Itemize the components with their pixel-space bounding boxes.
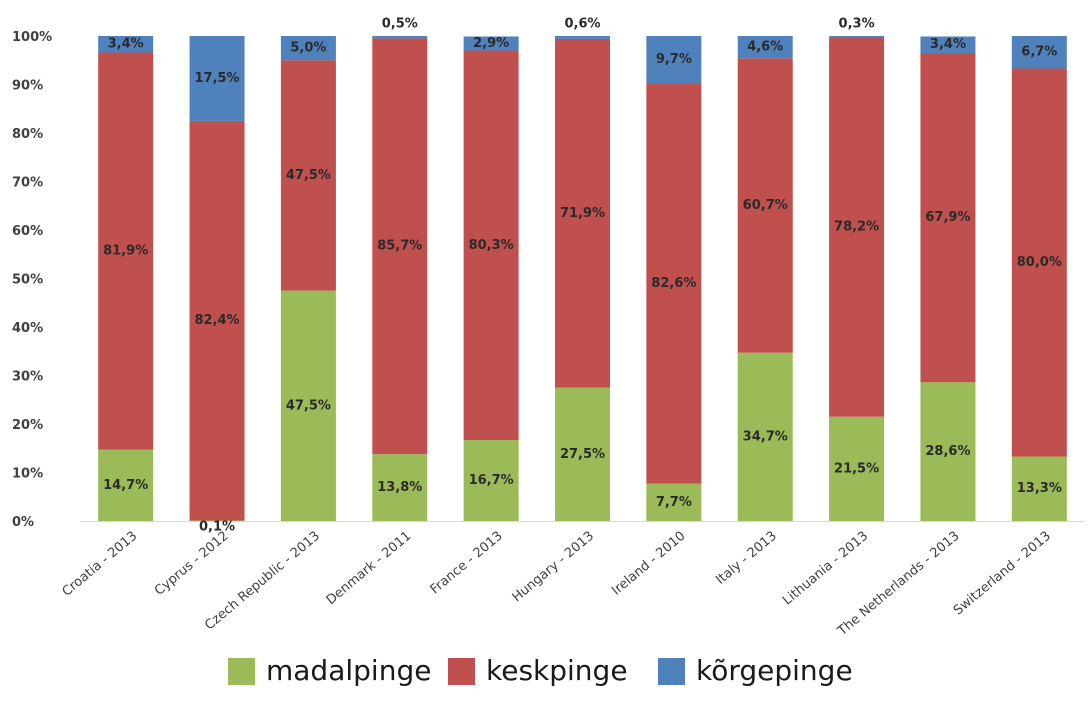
data-label-keskpinge-3: 47,5% (286, 168, 331, 183)
data-label-kõrgepinge-5: 2,9% (473, 36, 509, 51)
data-label-kõrgepinge-10: 3,4% (930, 37, 966, 52)
bar-kõrgepinge-5 (463, 36, 519, 51)
data-label-madalpinge-11: 13,3% (1017, 481, 1062, 496)
data-label-madalpinge-6: 27,5% (560, 447, 605, 462)
data-label-keskpinge-2: 82,4% (194, 313, 239, 328)
y-axis: 0% 10% 20% 30% 40% 50% 60% 70% 80% 90% 100% (12, 30, 1085, 530)
legend-label-madalpinge: madalpinge (266, 654, 431, 687)
x-tick-label: Switzerland - 2013 (951, 529, 1054, 619)
bar-madalpinge-3 (280, 290, 336, 521)
bar-kõrgepinge-4 (372, 36, 428, 39)
x-tick-label: Hungary - 2013 (510, 529, 597, 606)
bar-madalpinge-7 (646, 483, 702, 521)
bar-madalpinge-5 (463, 440, 519, 521)
x-tick-label: France - 2013 (428, 529, 506, 598)
legend-swatch-keskpinge (448, 658, 475, 685)
bar-keskpinge-8 (737, 58, 793, 353)
bar-madalpinge-1 (98, 449, 154, 521)
data-label-madalpinge-5: 16,7% (469, 473, 514, 488)
data-label-keskpinge-11: 80,0% (1017, 255, 1062, 270)
data-label-kõrgepinge-8: 4,6% (747, 40, 783, 55)
y-tick-label: 40% (12, 321, 43, 336)
bar-kõrgepinge-2 (189, 36, 245, 121)
data-label-madalpinge-3: 47,5% (286, 398, 331, 413)
y-tick-label: 100% (12, 30, 52, 45)
data-label-madalpinge-2: 0,1% (199, 520, 235, 535)
x-tick-label: Italy - 2013 (713, 529, 780, 588)
data-label-keskpinge-7: 82,6% (651, 276, 696, 291)
data-label-madalpinge-9: 21,5% (834, 461, 879, 476)
bar-keskpinge-1 (98, 52, 154, 450)
data-label-keskpinge-4: 85,7% (377, 239, 422, 254)
bar-madalpinge-4 (372, 454, 428, 521)
bar-keskpinge-3 (280, 60, 336, 291)
y-tick-label: 20% (12, 418, 43, 433)
y-tick-label: 90% (12, 79, 43, 94)
y-tick-label: 80% (12, 127, 43, 142)
data-label-keskpinge-9: 78,2% (834, 220, 879, 235)
data-label-keskpinge-5: 80,3% (469, 238, 514, 253)
data-label-kõrgepinge-6: 0,6% (564, 17, 600, 32)
bar-madalpinge-11 (1011, 456, 1067, 521)
bar-kõrgepinge-6 (555, 36, 610, 39)
data-label-kõrgepinge-4: 0,5% (382, 17, 418, 32)
legend-label-kõrgepinge: kõrgepinge (696, 654, 853, 687)
bar-kõrgepinge-1 (98, 36, 154, 53)
bar-kõrgepinge-11 (1011, 36, 1067, 69)
data-label-madalpinge-10: 28,6% (925, 444, 970, 459)
data-label-keskpinge-8: 60,7% (743, 198, 788, 213)
x-tick-label: Croatia - 2013 (60, 529, 141, 600)
bar-kõrgepinge-9 (829, 36, 885, 38)
bar-madalpinge-10 (920, 382, 976, 521)
legend-swatch-kõrgepinge (658, 658, 685, 685)
data-label-madalpinge-4: 13,8% (377, 480, 422, 495)
x-tick-label: Cyprus - 2012 (152, 529, 232, 599)
x-tick-label: Ireland - 2010 (609, 529, 688, 599)
legend-swatch-madalpinge (228, 658, 255, 685)
bars (98, 36, 1067, 521)
data-label-kõrgepinge-1: 3,4% (108, 37, 144, 52)
bar-madalpinge-9 (829, 416, 885, 521)
bar-keskpinge-7 (646, 83, 702, 484)
data-label-kõrgepinge-7: 9,7% (656, 52, 692, 67)
bar-keskpinge-11 (1011, 68, 1067, 457)
data-labels: 14,7% 81,9% 3,4% 0,1% 82,4% 17,5% 47,5% 47,5% 5,… (103, 17, 1062, 535)
data-label-kõrgepinge-2: 17,5% (194, 71, 239, 86)
data-label-kõrgepinge-11: 6,7% (1021, 45, 1057, 60)
data-label-madalpinge-8: 34,7% (743, 429, 788, 444)
bar-kõrgepinge-10 (920, 36, 976, 53)
data-label-keskpinge-10: 67,9% (925, 210, 970, 225)
x-tick-label: Lithuania - 2013 (780, 529, 871, 609)
data-label-keskpinge-1: 81,9% (103, 244, 148, 259)
y-tick-label: 10% (12, 467, 43, 482)
y-tick-label: 70% (12, 176, 43, 191)
bar-keskpinge-9 (829, 37, 885, 417)
legend-label-keskpinge: keskpinge (486, 654, 628, 687)
data-label-madalpinge-1: 14,7% (103, 478, 148, 493)
bar-keskpinge-4 (372, 38, 428, 455)
y-tick-label: 50% (12, 273, 43, 288)
legend: madalpinge keskpinge kõrgepinge (228, 654, 853, 687)
x-tick-label: Denmark - 2011 (324, 529, 415, 608)
y-tick-label: 60% (12, 224, 43, 239)
bar-madalpinge-8 (737, 352, 793, 521)
bar-kõrgepinge-3 (280, 36, 336, 61)
data-label-kõrgepinge-9: 0,3% (839, 17, 875, 32)
bar-kõrgepinge-7 (646, 36, 702, 84)
bar-keskpinge-2 (189, 120, 245, 521)
data-label-kõrgepinge-3: 5,0% (290, 41, 326, 56)
data-label-madalpinge-7: 7,7% (656, 495, 692, 510)
bar-madalpinge-6 (555, 387, 610, 521)
y-tick-label: 30% (12, 370, 43, 385)
y-tick-label: 0% (12, 515, 34, 530)
bar-keskpinge-6 (555, 38, 610, 388)
bar-kõrgepinge-8 (737, 36, 793, 59)
bar-keskpinge-10 (920, 52, 976, 383)
bar-keskpinge-5 (463, 50, 519, 441)
data-label-keskpinge-6: 71,9% (560, 206, 605, 221)
